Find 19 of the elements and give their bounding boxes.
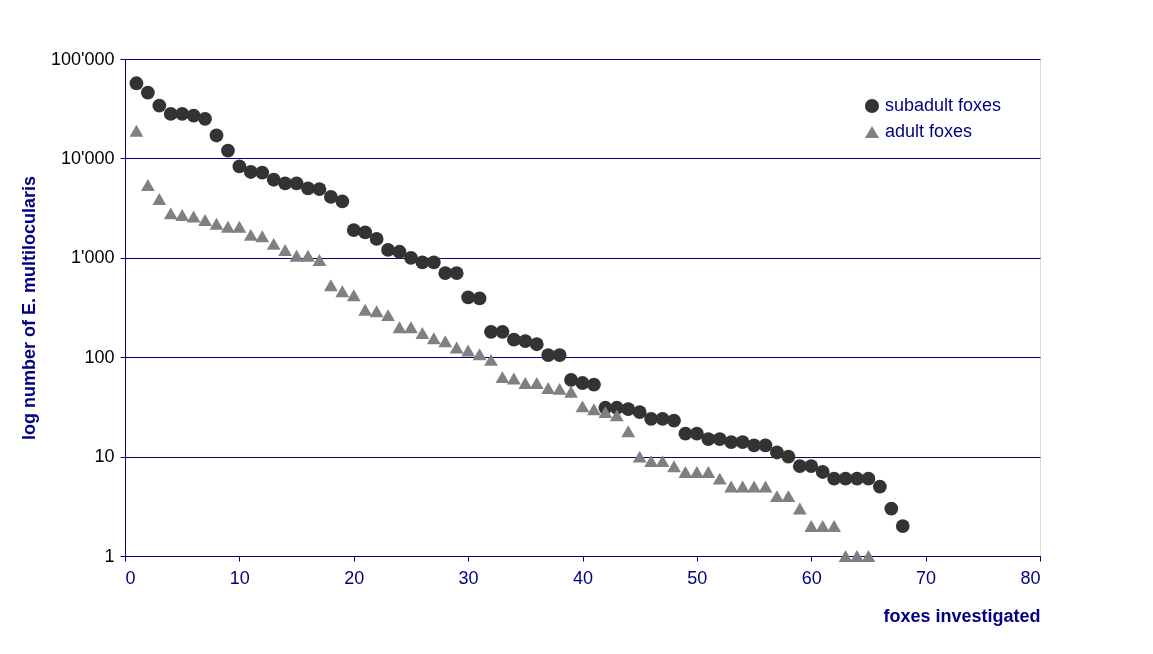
legend-label: subadult foxes (885, 95, 1002, 115)
x-tick-label: 50 (687, 567, 708, 588)
y-axis-title: log number of E. multilocularis (19, 175, 39, 441)
y-tick-label: 10 (94, 446, 115, 467)
x-tick-label: 80 (1020, 567, 1041, 588)
x-tick-label: 20 (344, 567, 365, 588)
y-tick-label: 1 (104, 545, 115, 566)
legend-label: adult foxes (885, 121, 973, 141)
y-tick-label: 100'000 (50, 48, 115, 69)
x-tick-label: 30 (458, 567, 479, 588)
y-tick-label: 1'000 (71, 247, 115, 268)
x-tick-label: 70 (916, 567, 937, 588)
y-tick-label: 100 (84, 346, 115, 367)
x-tick-label: 0 (125, 567, 136, 588)
x-axis-title: foxes investigated (883, 605, 1041, 626)
y-tick-label: 10'000 (61, 147, 115, 168)
x-tick-label: 10 (229, 567, 250, 588)
x-tick-label: 60 (801, 567, 822, 588)
x-tick-label: 40 (572, 567, 594, 588)
